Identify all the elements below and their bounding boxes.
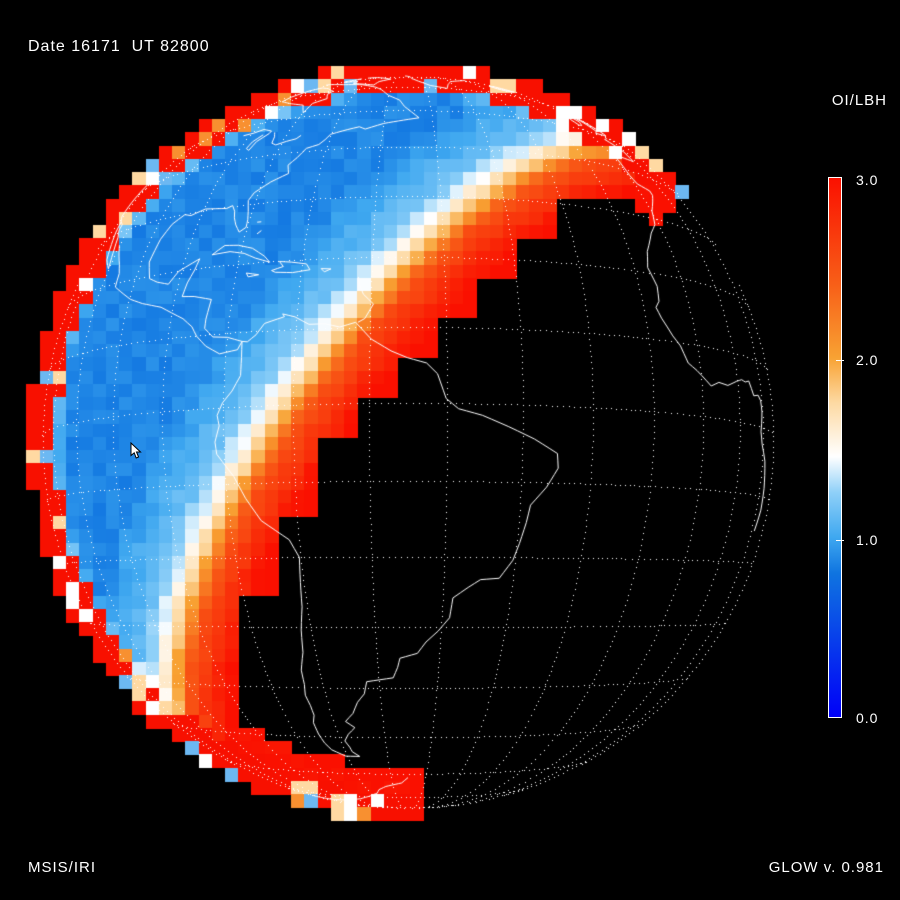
colorbar-tick-mark [836, 540, 844, 541]
colorbar [828, 177, 842, 718]
atmosphere-model-label: MSIS/IRI [28, 859, 97, 876]
date-ut-label: Date 16171 UT 82800 [28, 38, 210, 55]
colorbar-tick-label-2: 2.0 [856, 352, 879, 368]
colorbar-tick-label-1: 1.0 [856, 532, 879, 548]
colorbar-tick-mark [836, 360, 844, 361]
colorbar-tick-label-0: 0.0 [856, 710, 879, 726]
colorbar-title: OI/LBH [831, 92, 887, 109]
colorbar-gradient [829, 178, 841, 717]
colorbar-tick-label-3: 3.0 [856, 172, 879, 188]
mouse-cursor-icon [130, 442, 142, 459]
glow-version-label: GLOW v. 0.981 [768, 859, 884, 876]
